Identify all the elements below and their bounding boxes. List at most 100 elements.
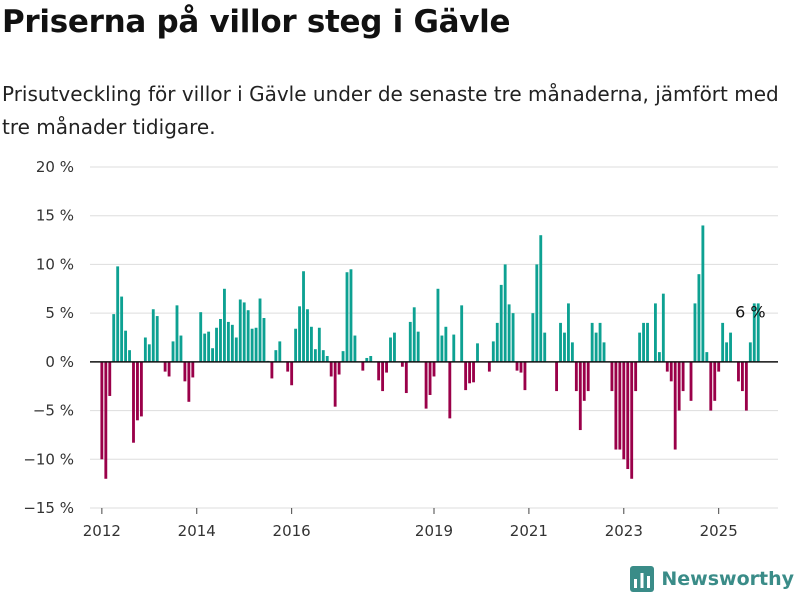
gridlines <box>90 166 778 509</box>
y-tick-label: 5 % <box>45 304 74 322</box>
bar <box>634 361 638 392</box>
x-tick-label: 2021 <box>510 522 548 540</box>
bar <box>191 361 195 378</box>
bar <box>246 310 250 362</box>
bar <box>661 293 665 362</box>
bar <box>448 361 452 419</box>
bar <box>183 361 187 382</box>
bar <box>381 361 385 392</box>
bar <box>274 350 278 362</box>
bar <box>223 288 226 362</box>
bar <box>744 361 748 411</box>
bar <box>681 361 685 392</box>
bar <box>341 351 345 362</box>
bar <box>226 321 230 362</box>
bar <box>416 331 420 362</box>
bar <box>306 309 309 362</box>
bar <box>503 264 507 362</box>
bar <box>230 324 234 362</box>
bar <box>167 361 171 377</box>
bar <box>578 361 582 431</box>
bar <box>495 322 499 362</box>
bar <box>531 313 535 362</box>
bar <box>404 361 408 394</box>
bar <box>582 361 586 401</box>
bar <box>598 322 602 362</box>
bar <box>219 318 222 362</box>
bar <box>143 337 147 362</box>
bar <box>626 361 630 470</box>
bar <box>721 322 725 362</box>
bar <box>452 334 456 362</box>
bar <box>412 307 416 362</box>
bar <box>108 361 112 396</box>
latest-value-annotation: 6 % <box>735 302 765 321</box>
bar <box>313 349 317 362</box>
bar <box>203 333 207 362</box>
x-tick-label: 2025 <box>700 522 738 540</box>
bar <box>665 361 669 372</box>
bar <box>278 341 282 362</box>
bar <box>511 313 515 362</box>
bar <box>163 361 167 372</box>
bar <box>638 332 642 362</box>
bar <box>317 327 321 362</box>
bars <box>100 225 760 479</box>
bar <box>286 361 290 372</box>
bar <box>120 296 124 362</box>
bar <box>242 302 246 362</box>
bar <box>756 303 760 362</box>
bar <box>270 361 274 379</box>
bar <box>254 327 258 362</box>
bar <box>570 342 574 362</box>
bar <box>329 361 333 377</box>
bar <box>476 343 479 362</box>
bar <box>262 318 266 362</box>
bar <box>389 337 392 362</box>
bar <box>302 271 305 362</box>
bar <box>523 361 527 391</box>
bar <box>432 361 436 377</box>
bar <box>740 361 744 392</box>
bar <box>290 361 294 386</box>
y-tick-label: 10 % <box>36 255 74 273</box>
bar <box>187 361 191 402</box>
bar <box>464 361 468 391</box>
bar <box>175 305 179 362</box>
bar <box>472 361 475 383</box>
bar <box>574 361 578 392</box>
bar <box>630 361 634 479</box>
bar <box>725 342 729 362</box>
bar <box>594 332 598 362</box>
y-tick-label: 15 % <box>36 207 74 225</box>
bar <box>408 321 412 362</box>
x-tick-label: 2023 <box>605 522 643 540</box>
bar <box>519 361 523 373</box>
bar <box>436 288 440 362</box>
bar <box>345 272 349 362</box>
bar <box>737 361 740 382</box>
bar <box>207 331 211 362</box>
bar <box>748 342 752 362</box>
bar <box>349 269 353 362</box>
bar <box>298 306 301 362</box>
bar <box>752 303 756 362</box>
bar <box>258 298 262 362</box>
bar <box>211 348 214 362</box>
bar <box>697 274 701 362</box>
bar <box>602 342 606 362</box>
x-tick-label: 2019 <box>415 522 453 540</box>
x-tick-label: 2016 <box>273 522 311 540</box>
bar <box>147 344 151 362</box>
y-tick-label: −5 % <box>33 402 74 420</box>
chart-title: Priserna på villor steg i Gävle <box>2 4 511 40</box>
bar <box>669 361 673 382</box>
bar <box>610 361 614 392</box>
bar <box>353 335 357 362</box>
bar <box>136 361 139 421</box>
bar <box>657 352 661 362</box>
bar <box>428 361 432 395</box>
bar <box>614 361 618 450</box>
bar <box>385 361 388 373</box>
bar <box>234 337 238 362</box>
